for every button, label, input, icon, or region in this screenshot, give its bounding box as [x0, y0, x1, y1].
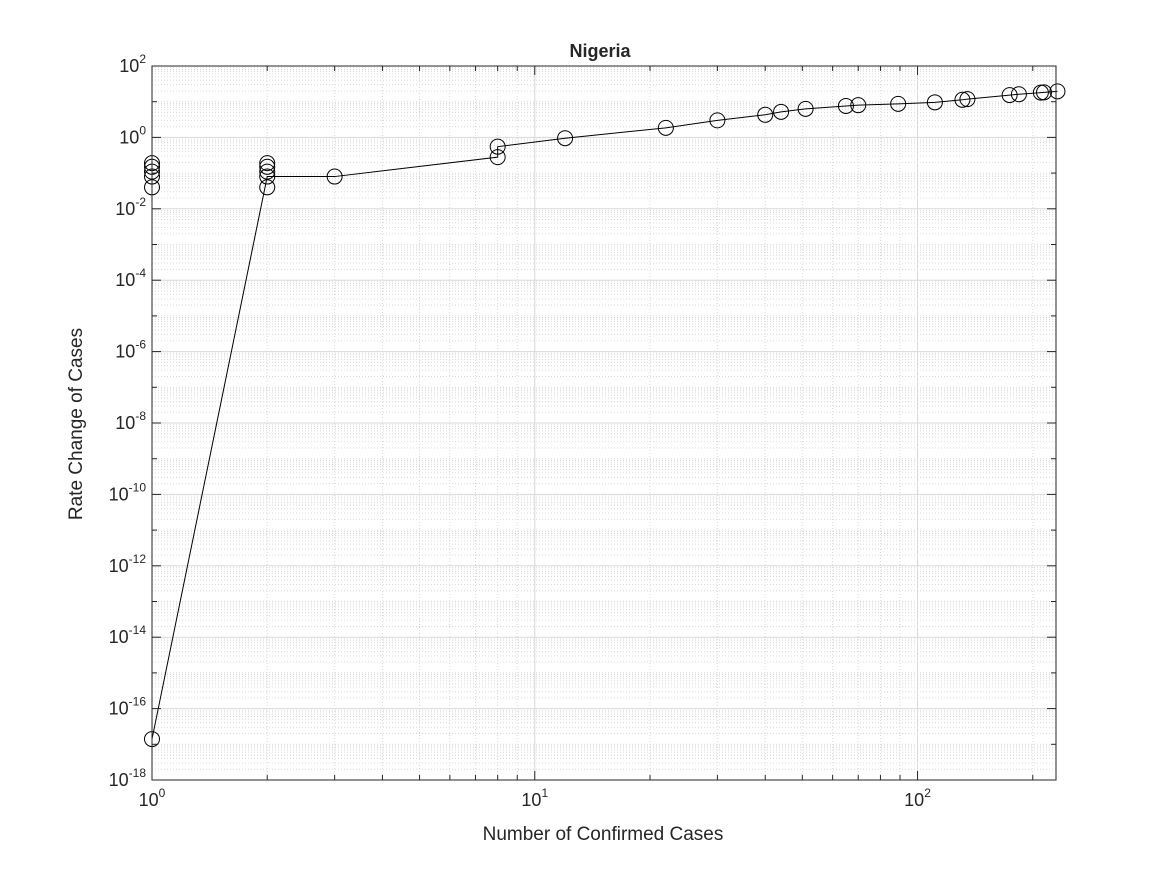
- y-tick-label: 10-16: [109, 695, 147, 719]
- data-point: [1001, 87, 1018, 104]
- data-point: [489, 138, 506, 155]
- series-polyline: [151, 90, 1058, 740]
- data-point: [1049, 83, 1066, 100]
- data-point: [259, 163, 276, 180]
- y-axis-label: Rate Change of Cases: [66, 328, 87, 520]
- data-point: [797, 100, 814, 117]
- data-point: [259, 155, 276, 172]
- y-tick-label: 10-12: [109, 552, 147, 576]
- y-tick-label: 10-8: [115, 409, 146, 433]
- data-point: [657, 119, 674, 136]
- y-tick-labels: 10-18 10-16 10-14 10-12 10-10 10-8 10-6 10-4 10-…: [109, 52, 147, 790]
- series-line: [151, 90, 1058, 740]
- y-tick-label: 10-4: [115, 266, 146, 290]
- data-point: [259, 179, 276, 196]
- data-point: [1010, 86, 1027, 103]
- data-point: [709, 112, 726, 129]
- y-tick-label: 100: [119, 123, 146, 147]
- y-tick-label: 10-14: [109, 623, 147, 647]
- data-point: [773, 103, 790, 120]
- x-tick-label: 101: [521, 786, 548, 810]
- data-point: [557, 130, 574, 147]
- x-tick-labels: 100 101 102: [139, 786, 932, 810]
- x-tick-label: 100: [139, 786, 166, 810]
- data-point: [259, 168, 276, 185]
- data-point: [850, 97, 867, 114]
- x-axis-label: Number of Confirmed Cases: [483, 824, 724, 845]
- data-point: [489, 149, 506, 166]
- data-point: [837, 97, 854, 114]
- data-point: [1036, 84, 1053, 101]
- data-point: [959, 91, 976, 108]
- data-point: [890, 95, 907, 112]
- data-point: [259, 158, 276, 175]
- tick-marks: [151, 65, 1056, 781]
- y-tick-label: 10-10: [109, 480, 147, 504]
- y-tick-label: 10-2: [115, 195, 146, 219]
- data-point: [326, 168, 343, 185]
- data-point: [954, 91, 971, 108]
- y-tick-label: 102: [119, 52, 146, 76]
- chart-title: Nigeria: [569, 41, 631, 61]
- data-point: [926, 94, 943, 111]
- y-tick-label: 10-18: [109, 766, 147, 790]
- data-point: [757, 106, 774, 123]
- y-tick-label: 10-6: [115, 338, 146, 362]
- x-tick-label: 102: [904, 786, 931, 810]
